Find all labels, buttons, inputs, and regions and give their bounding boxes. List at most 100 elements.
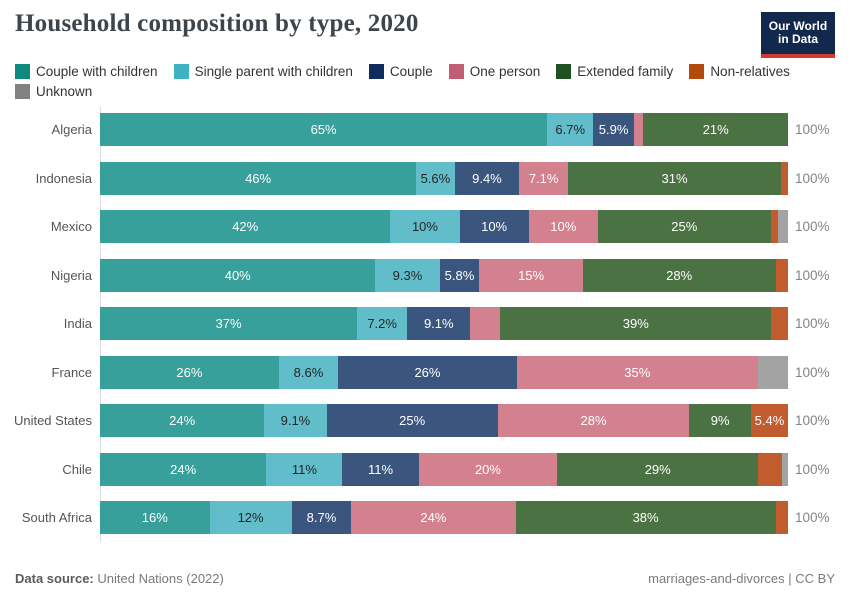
bar-segment-single-parent-with-children[interactable]: 9.3% xyxy=(375,258,440,292)
row-label: Nigeria xyxy=(50,267,92,283)
bar-segment-non-relatives[interactable] xyxy=(771,307,788,340)
bar-row-india: India 37% 7.2% 9.1% 39% 100% xyxy=(0,307,850,340)
bar-segment-one-person[interactable]: 28% xyxy=(497,404,690,437)
bar-segment-one-person[interactable]: 20% xyxy=(418,452,558,486)
bar-track: 24% 9.1% 25% 28% 9% 5.4% xyxy=(100,404,788,437)
bar-segment-single-parent-with-children[interactable]: 12% xyxy=(209,501,292,534)
row-label: France xyxy=(51,364,92,380)
bar-segment-single-parent-with-children[interactable]: 11% xyxy=(266,452,343,486)
bar-segment-one-person[interactable]: 10% xyxy=(528,210,598,243)
row-total-label: 100% xyxy=(795,267,830,283)
owid-logo-line1: Our World xyxy=(768,19,828,33)
bar-segment-couple[interactable]: 25% xyxy=(326,404,498,437)
bar-segment-single-parent-with-children[interactable]: 5.6% xyxy=(416,161,455,195)
bar-segment-extended-family[interactable]: 29% xyxy=(557,452,759,486)
legend-item-couple[interactable]: Couple xyxy=(368,64,433,79)
bar-segment-couple-with-children[interactable]: 65% xyxy=(100,113,548,146)
bar-row-algeria: Algeria 65% 6.7% 5.9% 21% 100% xyxy=(0,113,850,146)
bar-segment-extended-family[interactable]: 25% xyxy=(597,210,771,243)
row-label: India xyxy=(63,316,92,331)
bar-row-chile: Chile 24% 11% 11% 20% 29% 100% xyxy=(0,452,850,486)
data-source: Data source: United Nations (2022) xyxy=(15,571,224,586)
bar-segment-couple-with-children[interactable]: 16% xyxy=(100,501,210,534)
bar-segment-couple[interactable]: 8.7% xyxy=(291,501,352,534)
bar-row-indonesia: Indonesia 46% 5.6% 9.4% 7.1% 31% 100% xyxy=(0,161,850,195)
bar-segment-unknown[interactable] xyxy=(757,355,788,389)
bar-segment-non-relatives[interactable] xyxy=(775,258,788,292)
bar-segment-couple[interactable]: 10% xyxy=(459,210,529,243)
bar-segment-extended-family[interactable]: 21% xyxy=(643,113,788,146)
row-total-label: 100% xyxy=(795,122,830,137)
owid-logo[interactable]: Our World in Data xyxy=(761,12,835,58)
row-total-label: 100% xyxy=(795,170,830,186)
legend-item-one-person[interactable]: One person xyxy=(448,64,541,79)
bar-segment-one-person[interactable] xyxy=(633,113,644,146)
legend-item-single-parent-with-children[interactable]: Single parent with children xyxy=(173,64,353,79)
bar-segment-one-person[interactable] xyxy=(470,307,501,340)
bar-segment-non-relatives[interactable] xyxy=(775,501,788,534)
legend-swatch-extended-family xyxy=(556,64,572,79)
bar-segment-couple-with-children[interactable]: 42% xyxy=(100,210,391,243)
owid-logo-line2: in Data xyxy=(777,32,818,46)
bar-row-france: France 26% 8.6% 26% 35% 100% xyxy=(0,355,850,389)
bar-segment-single-parent-with-children[interactable]: 8.6% xyxy=(278,355,339,389)
bar-segment-couple[interactable]: 9.4% xyxy=(454,161,520,195)
data-source-value: United Nations (2022) xyxy=(97,571,224,586)
legend-swatch-unknown xyxy=(15,84,30,99)
bar-segment-non-relatives[interactable] xyxy=(770,210,778,243)
legend-label: Couple xyxy=(389,64,433,79)
bar-segment-one-person[interactable]: 15% xyxy=(479,258,583,292)
bar-segment-one-person[interactable]: 35% xyxy=(516,355,758,389)
legend-label: Unknown xyxy=(36,84,93,99)
bar-segment-non-relatives[interactable]: 5.4% xyxy=(751,404,788,437)
page-title: Household composition by type, 2020 xyxy=(15,10,419,37)
bar-row-nigeria: Nigeria 40% 9.3% 5.8% 15% 28% 100% xyxy=(0,258,850,292)
license-note[interactable]: marriages-and-divorces | CC BY xyxy=(648,571,835,586)
row-total-label: 100% xyxy=(795,316,830,331)
bar-segment-couple[interactable]: 5.8% xyxy=(439,258,480,292)
bar-segment-one-person[interactable]: 7.1% xyxy=(519,161,569,195)
bar-row-south-africa: South Africa 16% 12% 8.7% 24% 38% 100% xyxy=(0,501,850,534)
bar-segment-couple[interactable]: 9.1% xyxy=(407,307,471,340)
legend-label: Non-relatives xyxy=(710,64,790,79)
bar-segment-extended-family[interactable]: 9% xyxy=(689,404,751,437)
bar-segment-unknown[interactable] xyxy=(782,452,788,486)
bar-segment-couple[interactable]: 26% xyxy=(338,355,517,389)
bar-segment-extended-family[interactable]: 38% xyxy=(515,501,776,534)
bar-track: 42% 10% 10% 10% 25% xyxy=(100,210,788,243)
bar-segment-single-parent-with-children[interactable]: 9.1% xyxy=(264,404,327,437)
legend-item-non-relatives[interactable]: Non-relatives xyxy=(689,64,790,79)
bar-segment-couple-with-children[interactable]: 46% xyxy=(100,161,417,195)
bar-segment-non-relatives[interactable] xyxy=(758,452,783,486)
legend-swatch-one-person xyxy=(448,64,464,79)
stacked-bar-chart: Algeria 65% 6.7% 5.9% 21% 100% Indonesia 46% 5.6… xyxy=(0,107,850,550)
bar-segment-couple-with-children[interactable]: 24% xyxy=(100,452,267,486)
bar-segment-single-parent-with-children[interactable]: 6.7% xyxy=(547,113,594,146)
bar-segment-non-relatives[interactable] xyxy=(781,161,788,195)
legend-item-unknown[interactable]: Unknown xyxy=(15,84,92,99)
bar-segment-couple[interactable]: 11% xyxy=(342,452,419,486)
bar-segment-couple-with-children[interactable]: 26% xyxy=(100,355,279,389)
bar-segment-extended-family[interactable]: 31% xyxy=(568,161,782,195)
legend-item-couple-with-children[interactable]: Couple with children xyxy=(15,64,158,79)
legend-label: One person xyxy=(469,64,541,79)
legend-label: Single parent with children xyxy=(194,64,353,79)
bar-segment-one-person[interactable]: 24% xyxy=(351,501,516,534)
legend-swatch-single-parent-with-children xyxy=(173,64,189,79)
bar-segment-unknown[interactable] xyxy=(777,210,788,243)
bar-segment-extended-family[interactable]: 28% xyxy=(582,258,776,292)
bar-segment-couple-with-children[interactable]: 37% xyxy=(100,307,358,340)
bar-segment-couple[interactable]: 5.9% xyxy=(593,113,634,146)
bar-segment-couple-with-children[interactable]: 24% xyxy=(100,404,265,437)
bar-segment-single-parent-with-children[interactable]: 7.2% xyxy=(357,307,408,340)
bar-row-mexico: Mexico 42% 10% 10% 10% 25% 100% xyxy=(0,210,850,243)
bar-segment-couple-with-children[interactable]: 40% xyxy=(100,258,376,292)
row-label: United States xyxy=(13,413,92,428)
row-total-label: 100% xyxy=(795,461,830,477)
row-label: Algeria xyxy=(51,122,92,137)
legend-item-extended-family[interactable]: Extended family xyxy=(556,64,673,79)
bar-segment-single-parent-with-children[interactable]: 10% xyxy=(390,210,460,243)
bar-segment-extended-family[interactable]: 39% xyxy=(500,307,772,340)
chart-header: Household composition by type, 2020 Our … xyxy=(15,10,835,60)
